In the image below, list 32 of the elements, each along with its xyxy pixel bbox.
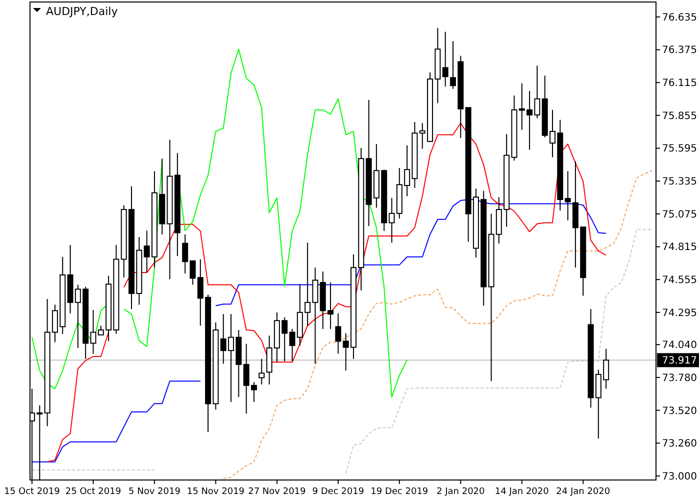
y-tick-label: 75.595	[662, 144, 697, 155]
y-tick-label: 73.260	[662, 438, 697, 450]
candlestick	[258, 358, 265, 385]
candlestick	[442, 31, 448, 88]
x-tick-label: 15 Nov 2019	[186, 487, 245, 497]
x-tick-label: 14 Jan 2020	[494, 487, 550, 497]
y-tick-label: 76.115	[662, 78, 697, 90]
ref-line-label: 73.917	[662, 356, 697, 367]
y-tick-label: 74.040	[662, 340, 697, 352]
y-tick-label: 75.335	[662, 176, 697, 188]
x-tick-label: 15 Oct 2019	[4, 487, 60, 497]
y-tick-label: 76.635	[662, 12, 697, 24]
x-tick-label: 9 Dec 2019	[312, 487, 364, 497]
y-tick-label: 75.855	[662, 110, 697, 122]
candlestick	[335, 312, 342, 354]
y-tick-label: 74.815	[662, 242, 697, 254]
x-tick-label: 27 Nov 2019	[248, 487, 306, 497]
line-series	[222, 170, 652, 479]
y-tick-label: 74.555	[662, 275, 697, 286]
y-tick-label: 74.295	[662, 308, 697, 319]
y-tick-label: 76.375	[662, 45, 697, 56]
y-tick-label: 75.075	[662, 209, 697, 220]
x-tick-label: 5 Nov 2019	[128, 487, 181, 497]
x-tick-label: 2 Jan 2020	[436, 487, 486, 497]
x-tick-label: 19 Dec 2019	[370, 487, 428, 497]
y-tick-label: 73.520	[662, 406, 697, 417]
candlestick	[564, 170, 571, 221]
x-tick-label: 24 Jan 2020	[556, 487, 610, 497]
x-tick-label: 25 Oct 2019	[65, 487, 122, 497]
chart-title: AUDJPY,Daily	[46, 5, 118, 18]
y-tick-label: 73.000	[662, 471, 697, 482]
y-tick-label: 73.780	[662, 372, 697, 384]
